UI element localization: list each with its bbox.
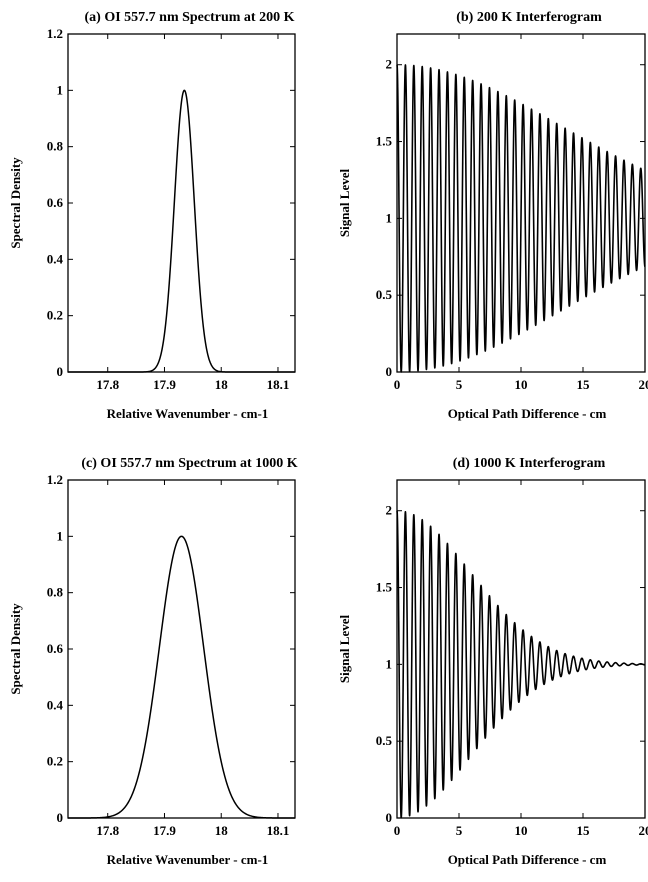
y-axis-label: Signal Level	[337, 168, 352, 237]
y-tick-label: 0	[57, 364, 64, 379]
y-tick-label: 2	[386, 503, 393, 518]
panel-title: (a) OI 557.7 nm Spectrum at 200 K	[85, 10, 295, 25]
x-tick-label: 15	[577, 823, 591, 838]
panel-a: (a) OI 557.7 nm Spectrum at 200 K 17.8 17.…	[8, 10, 295, 421]
y-tick-label: 0.5	[376, 733, 393, 748]
panel-c: (c) OI 557.7 nm Spectrum at 1000 K 17.8 17…	[8, 456, 298, 867]
y-tick-label: 0	[386, 364, 393, 379]
y-axis-label: Spectral Density	[8, 157, 23, 249]
x-tick-label: 10	[515, 377, 528, 392]
x-tick-label: 15	[577, 377, 591, 392]
y-tick-label: 1.5	[376, 134, 393, 149]
x-tick-label: 18	[215, 377, 229, 392]
y-tick-label: 0.2	[47, 308, 63, 323]
x-axis-label: Optical Path Difference - cm	[448, 406, 607, 421]
x-tick-label: 17.8	[96, 823, 119, 838]
y-tick-label: 2	[386, 57, 393, 72]
y-tick-label: 0.8	[47, 585, 64, 600]
spectrum-line	[68, 90, 295, 372]
x-tick-label: 18.1	[267, 377, 290, 392]
panel-b: (b) 200 K Interferogram 0 5 10 15 20 0 0.5 1 1.5 2…	[337, 10, 648, 421]
x-axis-label: Relative Wavenumber - cm-1	[107, 406, 269, 421]
y-tick-label: 1.2	[47, 472, 63, 487]
y-tick-label: 1	[57, 528, 64, 543]
y-tick-label: 0.6	[47, 195, 64, 210]
x-tick-label: 10	[515, 823, 528, 838]
x-tick-label: 0	[394, 377, 401, 392]
x-axis-label: Optical Path Difference - cm	[448, 852, 607, 867]
x-axis-label: Relative Wavenumber - cm-1	[107, 852, 269, 867]
panel-d: (d) 1000 K Interferogram 0 5 10 15 20 0 0.5 1 1.5…	[337, 456, 648, 867]
x-tick-label: 5	[456, 377, 463, 392]
x-tick-label: 20	[639, 823, 648, 838]
panel-title: (d) 1000 K Interferogram	[453, 456, 606, 471]
panel-title: (b) 200 K Interferogram	[456, 10, 602, 25]
y-tick-label: 1.5	[376, 580, 393, 595]
x-tick-label: 17.9	[153, 377, 176, 392]
y-tick-label: 0.2	[47, 754, 63, 769]
x-tick-label: 18	[215, 823, 229, 838]
y-tick-label: 0.4	[47, 697, 64, 712]
x-tick-label: 17.8	[96, 377, 119, 392]
interferogram-line	[397, 65, 645, 372]
x-tick-label: 5	[456, 823, 463, 838]
y-tick-label: 0.8	[47, 139, 64, 154]
y-tick-label: 0	[57, 810, 64, 825]
x-tick-label: 20	[639, 377, 648, 392]
y-tick-label: 0.6	[47, 641, 64, 656]
y-tick-label: 1.2	[47, 26, 63, 41]
y-tick-label: 0.4	[47, 251, 64, 266]
interferogram-line	[397, 511, 645, 818]
spectrum-line	[68, 536, 295, 818]
y-axis-label: Signal Level	[337, 614, 352, 683]
plot-frame	[68, 34, 295, 372]
panel-title: (c) OI 557.7 nm Spectrum at 1000 K	[81, 456, 297, 471]
y-tick-label: 0.5	[376, 287, 393, 302]
x-tick-label: 0	[394, 823, 401, 838]
y-axis-label: Spectral Density	[8, 603, 23, 695]
y-tick-label: 1	[386, 656, 393, 671]
x-tick-label: 18.1	[267, 823, 290, 838]
plot-frame	[68, 480, 295, 818]
y-tick-label: 1	[386, 210, 393, 225]
x-tick-label: 17.9	[153, 823, 176, 838]
y-tick-label: 0	[386, 810, 393, 825]
y-tick-label: 1	[57, 82, 64, 97]
